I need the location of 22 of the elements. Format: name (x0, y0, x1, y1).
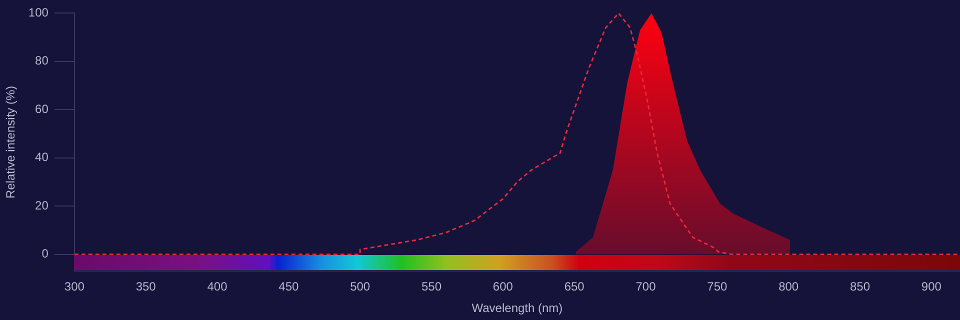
y-tick-label: 100 (28, 6, 49, 20)
x-tick-label: 500 (350, 280, 370, 294)
line-series (74, 13, 960, 256)
x-tick-label: 900 (921, 280, 942, 294)
x-tick-label: 450 (278, 280, 300, 294)
y-axis-title: Relative intensity (%) (4, 86, 18, 199)
x-tick-label: 350 (136, 280, 156, 294)
y-tick-label: 0 (42, 246, 49, 261)
x-tick-label: 750 (707, 280, 728, 294)
x-tick-label: 850 (850, 280, 870, 294)
y-tick-label: 20 (35, 198, 49, 212)
x-tick-label: 300 (64, 280, 85, 294)
x-tick-label: 400 (207, 280, 228, 294)
y-tick-label: 60 (35, 102, 49, 116)
x-tick-label: 800 (778, 280, 799, 294)
y-tick-label: 80 (35, 54, 49, 68)
x-tick-label: 600 (492, 280, 514, 294)
y-tick-label: 40 (35, 150, 49, 164)
x-tick-label: 650 (564, 280, 585, 294)
x-axis-title: Wavelength (nm) (472, 301, 563, 316)
x-tick-label: 550 (421, 280, 442, 294)
x-tick-label: 700 (636, 280, 656, 294)
